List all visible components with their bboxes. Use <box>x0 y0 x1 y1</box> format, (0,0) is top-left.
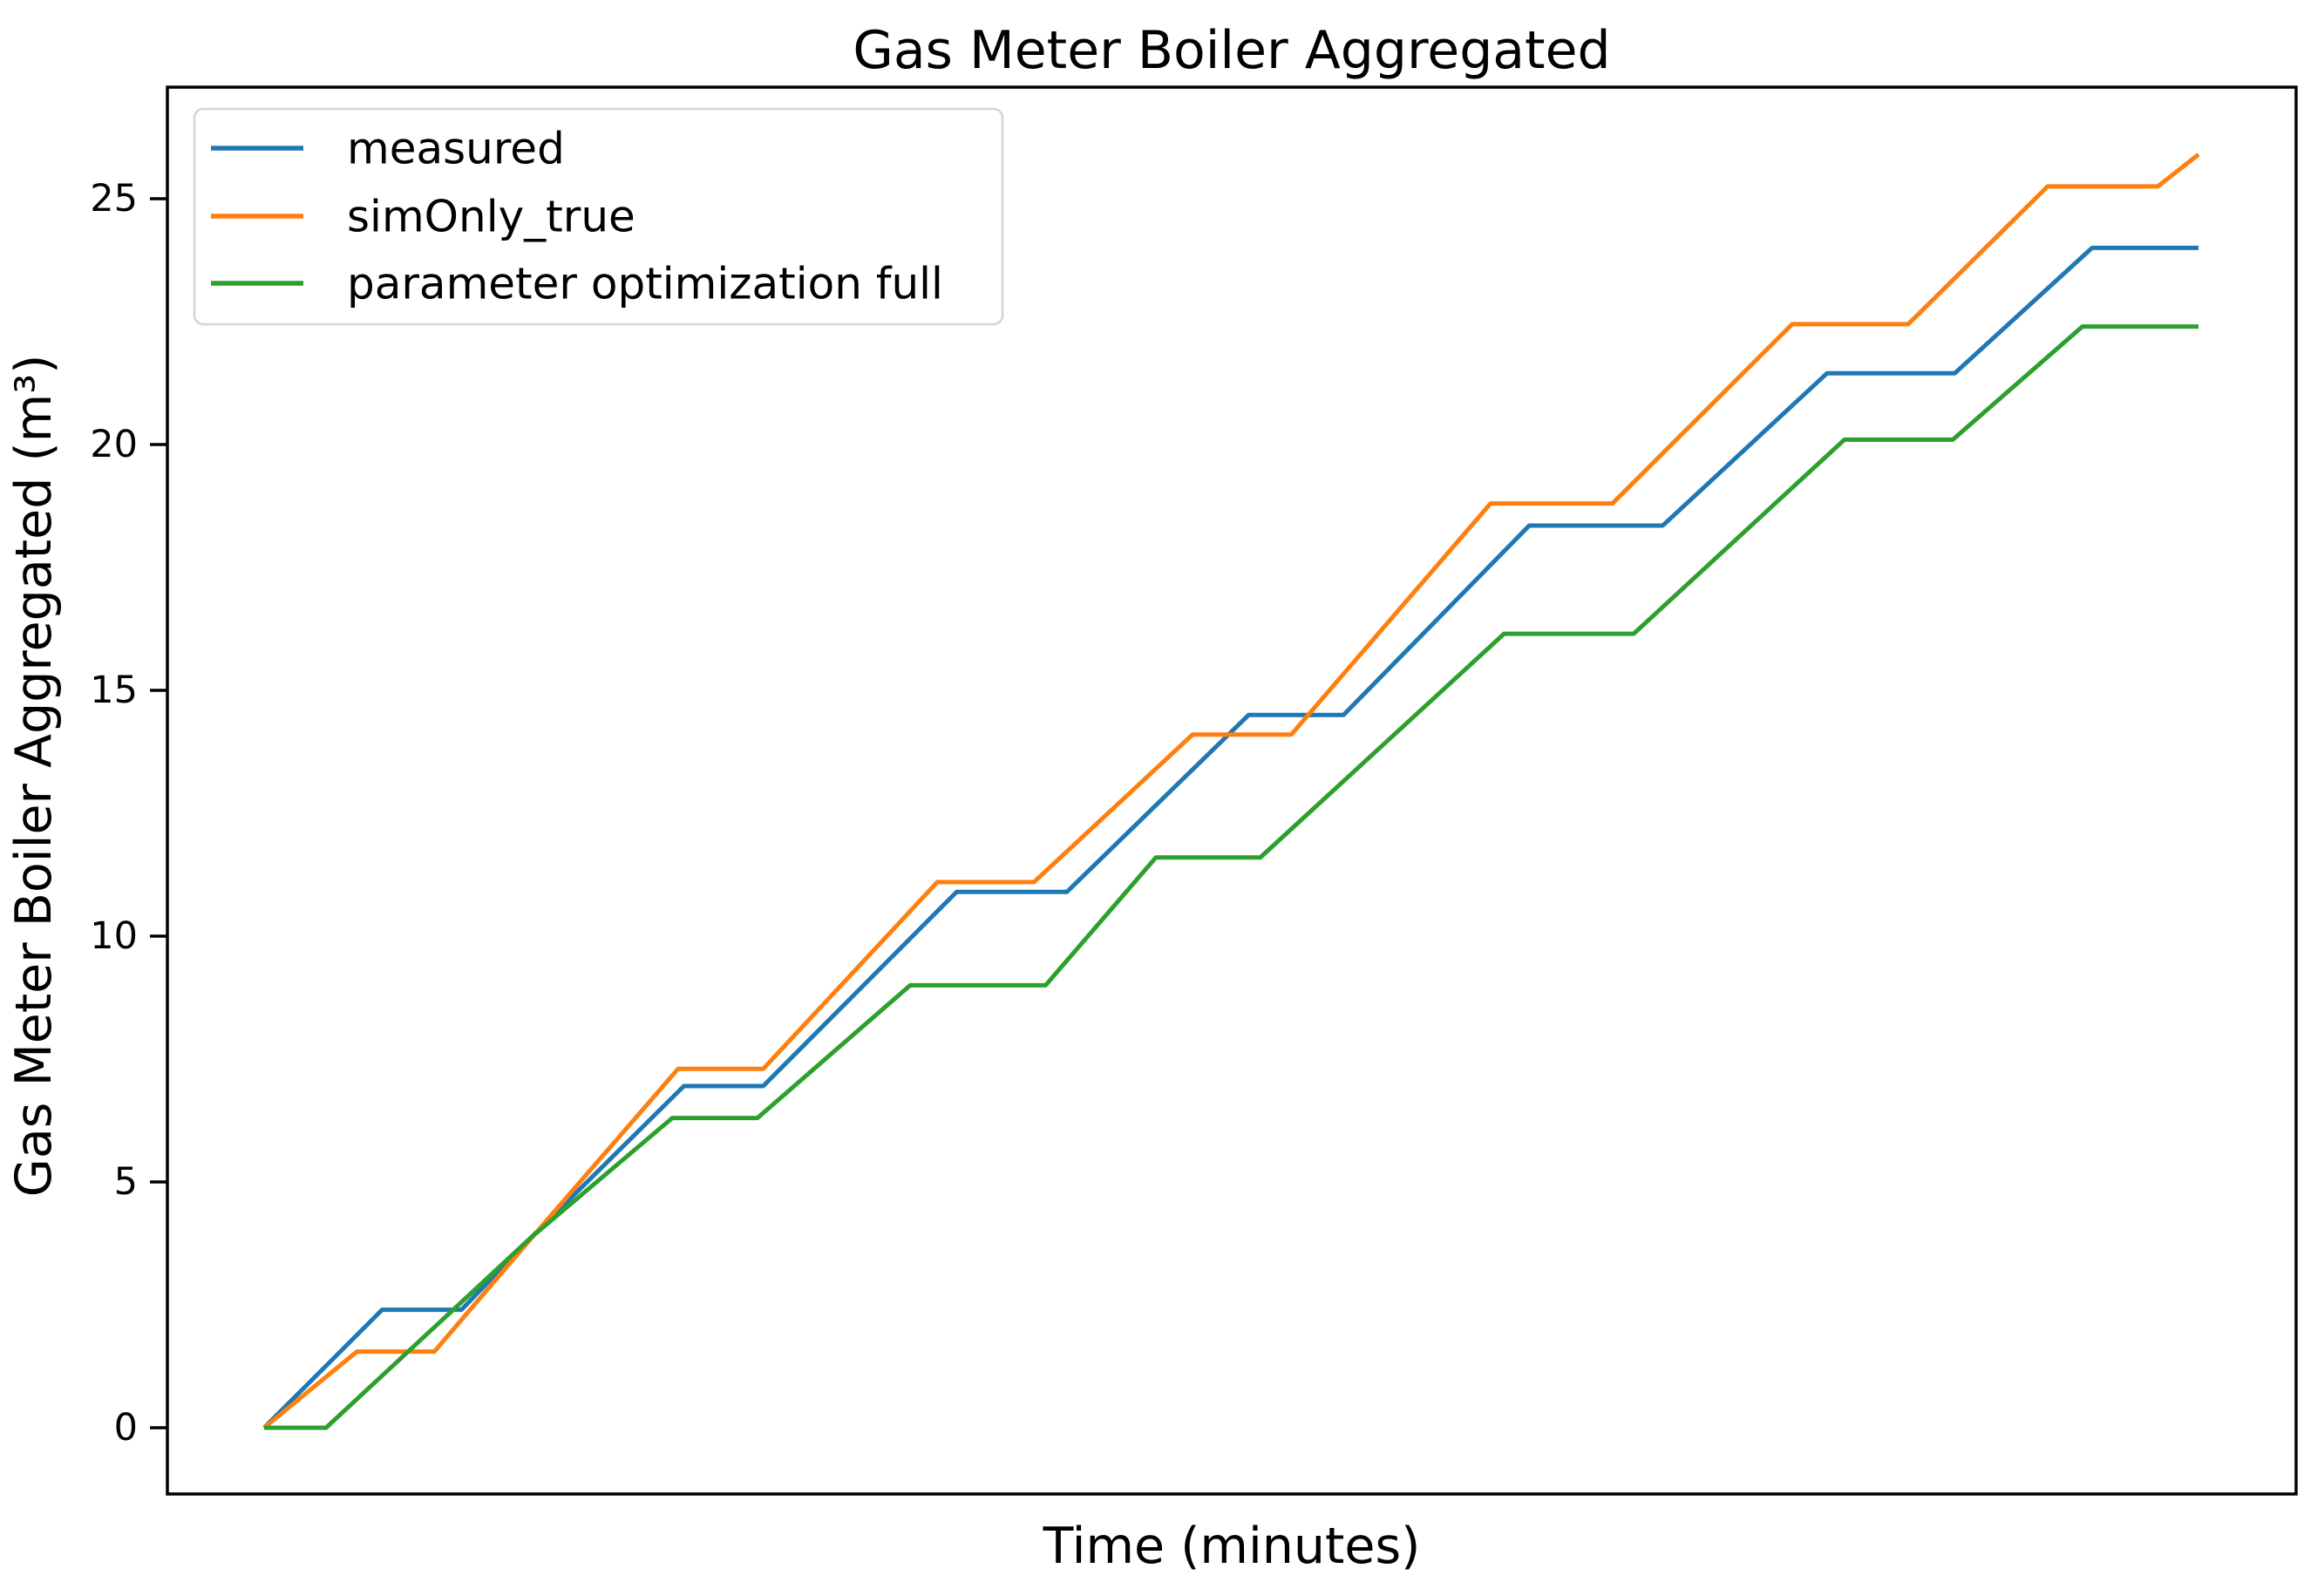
y-tick-label: 0 <box>114 1406 138 1450</box>
plot-series-group <box>262 153 2200 1430</box>
y-tick-label: 5 <box>114 1160 138 1204</box>
line-parameter-optimization-full <box>264 324 2198 1430</box>
legend-label-parameter-optimization-full: parameter optimization full <box>347 259 943 309</box>
y-axis-ticks: 0 5 10 15 20 25 <box>90 177 167 1450</box>
legend-entry-parameter-optimization-full: parameter optimization full <box>211 259 943 309</box>
legend-label-simonly-true: simOnly_true <box>347 192 635 242</box>
chart-title: Gas Meter Boiler Aggregated <box>853 20 1610 81</box>
y-tick-label: 25 <box>90 177 138 221</box>
legend-label-measured: measured <box>347 124 565 174</box>
legend: measured simOnly_true parameter optimiza… <box>193 107 1004 326</box>
legend-box <box>193 107 1004 326</box>
y-tick-label: 10 <box>90 914 138 958</box>
y-tick-label: 15 <box>90 669 138 712</box>
legend-entry-simonly-true: simOnly_true <box>211 192 635 242</box>
plot-area-border <box>166 85 2298 1496</box>
y-tick-label: 20 <box>90 423 138 466</box>
legend-entry-measured: measured <box>211 124 565 174</box>
line-measured <box>262 245 2198 1429</box>
line-simonly-true <box>262 153 2200 1429</box>
y-axis-label: Gas Meter Boiler Aggregated (m³) <box>5 355 63 1198</box>
x-axis-label: Time (minutes) <box>1043 1518 1421 1575</box>
